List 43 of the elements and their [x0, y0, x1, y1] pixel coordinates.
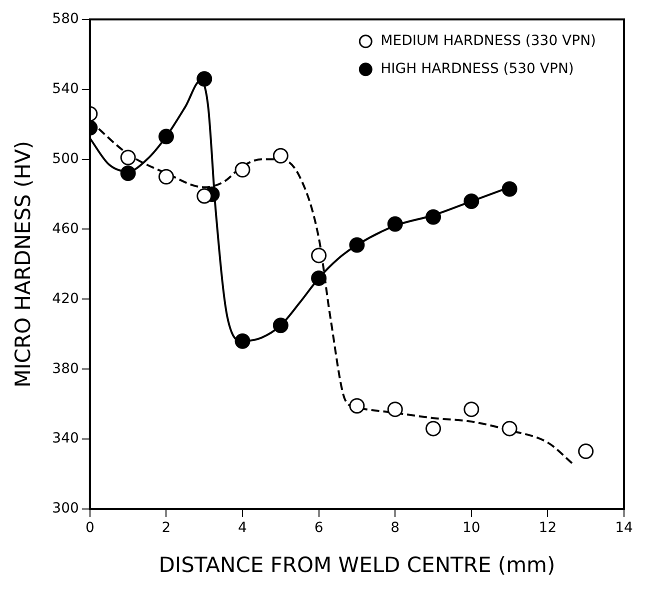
- y-tick-label: 500: [52, 150, 79, 167]
- point: [311, 248, 327, 264]
- y-tick-label: 300: [52, 500, 79, 517]
- point: [234, 333, 250, 349]
- x-tick-label: 12: [538, 520, 557, 536]
- point: [196, 188, 212, 204]
- point: [272, 148, 288, 164]
- point: [387, 216, 403, 232]
- point: [158, 169, 174, 185]
- legend-label: MEDIUM HARDNESS (330 VPN): [380, 33, 596, 50]
- point: [502, 420, 518, 436]
- point: [158, 128, 174, 144]
- y-tick-label: 540: [52, 80, 79, 97]
- point: [426, 420, 442, 436]
- y-tick-label: 420: [52, 290, 79, 307]
- point: [196, 71, 212, 87]
- point: [426, 209, 442, 225]
- y-tick-label: 460: [52, 220, 79, 237]
- y-tick-label: 580: [52, 11, 79, 28]
- point: [464, 194, 480, 209]
- point: [578, 444, 594, 460]
- x-tick-label: 8: [390, 520, 400, 536]
- point: [234, 162, 250, 178]
- point: [120, 166, 136, 182]
- x-tick-label: 4: [238, 520, 248, 536]
- point: [272, 318, 288, 334]
- point: [120, 150, 136, 166]
- x-tick-label: 0: [85, 520, 94, 536]
- point: [311, 270, 327, 286]
- point: [464, 402, 480, 418]
- point: [387, 402, 403, 418]
- x-tick-label: 10: [462, 520, 480, 536]
- y-tick-label: 380: [52, 360, 79, 377]
- y-axis-title: MICRO HARDNESS (HV): [11, 140, 36, 388]
- point: [349, 237, 365, 253]
- y-tick-label: 340: [52, 430, 79, 447]
- point: [502, 181, 518, 197]
- point: [349, 398, 365, 414]
- x-tick-label: 2: [162, 520, 171, 536]
- x-tick-label: 6: [314, 520, 324, 536]
- x-tick-label: 14: [615, 520, 633, 536]
- legend-label: HIGH HARDNESS (530 VPN): [380, 61, 574, 78]
- x-axis-title: DISTANCE FROM WELD CENTRE (mm): [158, 552, 556, 577]
